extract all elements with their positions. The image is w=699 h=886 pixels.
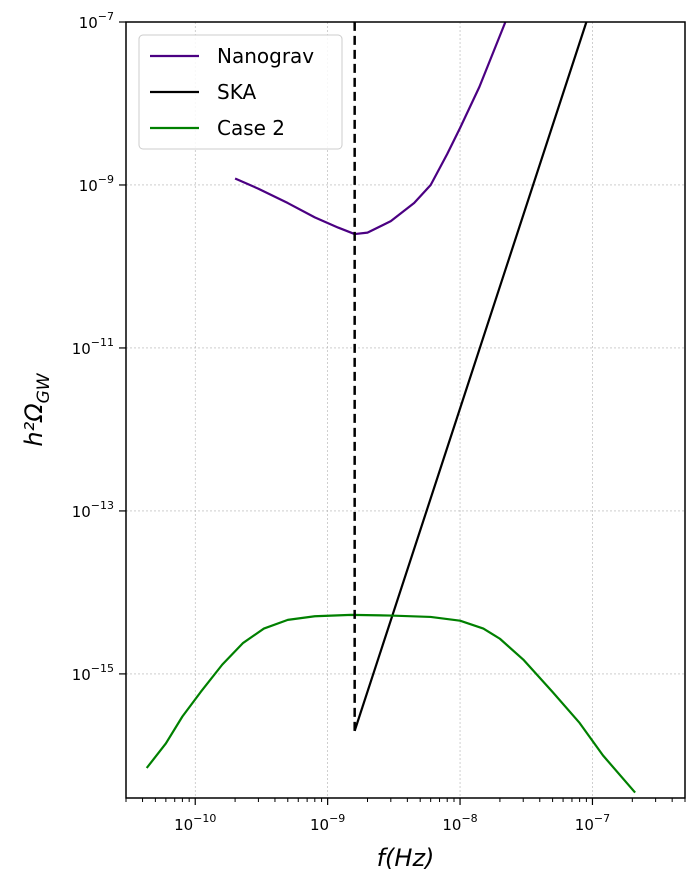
plot-frame [125,21,686,799]
series-nanograv [234,21,507,236]
x-tick-label: 10−9 [310,812,345,834]
x-tick-label: 10−7 [575,812,610,834]
series-layer [145,21,636,794]
legend-label: Nanograv [217,44,314,68]
x-tick-label: 10−10 [174,812,216,834]
y-tick-label: 10−13 [72,499,114,521]
legend-label: SKA [217,80,256,104]
series-ska [353,21,588,732]
x-axis-label: f(Hz) [377,844,435,872]
legend-box [138,34,343,150]
y-axis-label-text: h²ΩGW [20,372,54,446]
y-axis-label: h²ΩGW [20,372,54,446]
y-tick-label: 10−11 [72,336,114,358]
y-tick-label: 10−9 [79,173,114,195]
y-tick-label: 10−7 [79,10,114,32]
y-tick-label: 10−15 [72,662,114,684]
ticks: 10−10 10−9 10−8 10−7 10−15 10−13 10−11 10−9 10−7 [72,10,686,834]
legend: Nanograv SKA Case 2 [138,34,343,150]
series-case-2 [145,613,636,794]
legend-label: Case 2 [217,116,285,140]
x-tick-label: 10−8 [442,812,477,834]
